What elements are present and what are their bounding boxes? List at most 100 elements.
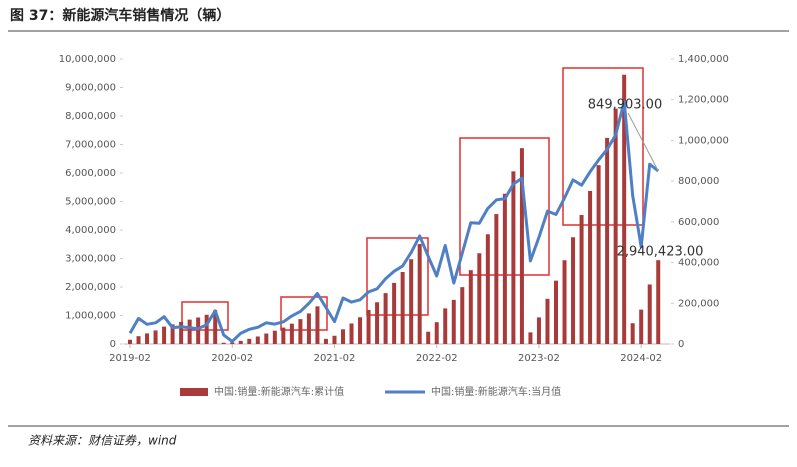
bar [477,253,482,344]
x-tick-label: 2021-02 [314,353,356,364]
bar [400,272,405,344]
bar [392,282,397,344]
bar [383,293,388,344]
bar [494,214,499,344]
y-tick-label: 2,000,000 [65,282,116,293]
bar [511,171,516,344]
chart-title: 图 37：新能源汽车销售情况（辆） [10,7,230,24]
bar [170,324,175,344]
bar [247,338,252,344]
bar [230,342,235,344]
bar [622,74,627,345]
data-label: 2,940,423.00 [617,245,704,260]
bar [128,339,132,344]
bar [605,137,610,344]
legend-label: 中国:销量:新能源汽车:累计值 [214,385,344,398]
bar [554,280,558,344]
x-tick-label: 2024-02 [620,353,662,364]
y2-tick-label: 1,400,000 [678,54,729,65]
legend-swatch [180,388,208,396]
bar [562,260,567,344]
y2-tick-label: 600,000 [678,217,719,228]
y-tick-label: 0 [110,339,116,350]
bar [571,237,576,344]
bar [417,244,422,344]
bar [536,317,541,344]
data-label: 849,903.00 [588,98,662,113]
bar [255,336,260,344]
label-leader [627,112,659,172]
y-tick-label: 1,000,000 [65,311,116,322]
y2-tick-label: 0 [678,339,684,350]
y2-tick-label: 200,000 [678,298,719,309]
bar [656,260,661,344]
legend-label: 中国:销量:新能源汽车:当月值 [431,385,561,398]
bar [647,284,652,344]
y-tick-label: 5,000,000 [65,197,116,208]
bar [196,317,201,344]
bar [375,302,380,344]
bar [281,327,286,344]
bar [588,190,593,344]
bar [323,338,328,344]
bar [153,330,158,344]
bar [187,319,192,344]
y2-tick-label: 400,000 [678,258,719,269]
x-tick-label: 2019-02 [109,353,151,364]
y-tick-label: 3,000,000 [65,254,116,265]
bar [451,299,456,344]
y-tick-label: 4,000,000 [65,225,116,236]
bar [519,148,524,344]
bar [485,234,490,344]
bar [289,323,294,344]
bar [298,319,303,344]
bar [179,321,184,344]
bar [238,340,243,344]
bar [434,322,439,344]
bar [545,298,550,344]
bar [332,335,337,344]
bar [468,270,473,344]
bar [460,287,465,344]
bar [272,330,277,344]
y-tick-label: 7,000,000 [65,140,116,151]
y2-tick-label: 1,000,000 [678,135,729,146]
highlight-box [562,67,644,226]
y-tick-label: 6,000,000 [65,168,116,179]
bar [204,314,209,344]
x-tick-label: 2023-02 [518,353,560,364]
bar [264,333,269,344]
bar [579,215,584,344]
bar [358,317,363,344]
bar [528,332,533,344]
source: 资料来源：财信证券，wind [28,434,177,448]
y-tick-label: 9,000,000 [65,83,116,94]
bar [426,331,431,344]
highlight-box [280,296,328,331]
bar [596,165,601,344]
line [128,100,660,343]
bar [306,313,311,344]
x-tick-label: 2020-02 [211,353,253,364]
bar [136,336,141,344]
bar [639,309,644,344]
y2-tick-label: 1,200,000 [678,95,729,106]
bar [366,309,371,344]
bar [613,108,618,344]
bar [409,259,414,344]
bar [443,308,448,344]
bar [349,323,354,344]
bar [630,323,635,344]
y-tick-label: 10,000,000 [59,54,116,65]
x-tick-label: 2022-02 [416,353,458,364]
bar [145,333,150,344]
y2-tick-label: 800,000 [678,176,719,187]
bar [315,306,320,344]
bar [502,193,507,344]
bar [341,329,345,344]
y-tick-label: 8,000,000 [65,111,116,122]
highlight-box [366,237,429,316]
bar [221,342,226,344]
